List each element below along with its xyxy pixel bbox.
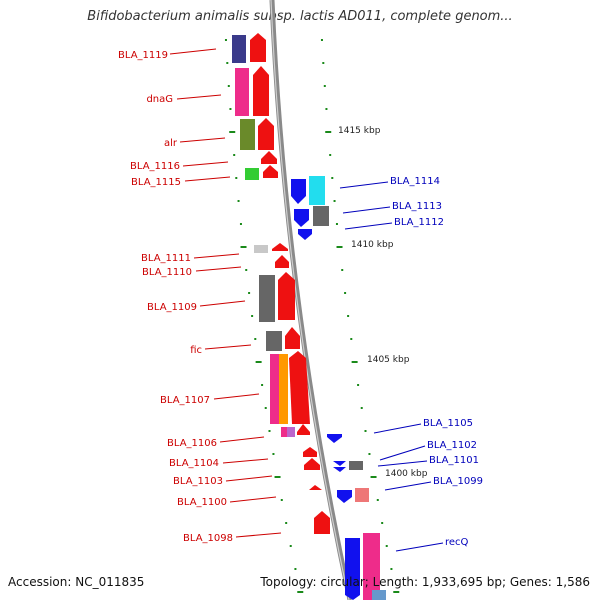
gene-arrow[interactable] xyxy=(304,458,320,470)
gene-arrow[interactable] xyxy=(258,118,274,150)
gene-arrow[interactable] xyxy=(261,151,277,164)
gene-shape[interactable] xyxy=(266,331,282,351)
gene-arrow[interactable] xyxy=(303,447,317,457)
gene-shape[interactable] xyxy=(232,35,246,63)
gene-label-dnag[interactable]: dnaG xyxy=(146,94,173,105)
gene-label-bla-1102[interactable]: BLA_1102 xyxy=(427,440,477,451)
gene-label-bla-1115[interactable]: BLA_1115 xyxy=(131,177,181,188)
gene-shape[interactable] xyxy=(287,427,295,437)
gene-label-bla-1112[interactable]: BLA_1112 xyxy=(394,217,444,228)
gene-arrow[interactable] xyxy=(337,490,352,503)
gene-arrow[interactable] xyxy=(272,243,288,251)
gene-label-bla-1101[interactable]: BLA_1101 xyxy=(429,455,479,466)
gene-arrow[interactable] xyxy=(309,485,322,490)
gene-label-alr[interactable]: alr xyxy=(164,138,178,149)
gene-arrow[interactable] xyxy=(289,351,310,424)
left-strand-genes xyxy=(232,33,330,534)
genome-backbone-highlight xyxy=(270,0,350,600)
scale-label-1400: 1400 kbp xyxy=(385,469,428,479)
gene-label-bla-1098[interactable]: BLA_1098 xyxy=(183,533,233,544)
gene-label-fic[interactable]: fic xyxy=(190,345,202,356)
gene-arrow[interactable] xyxy=(327,434,342,443)
gene-label-bla-1099[interactable]: BLA_1099 xyxy=(433,476,483,487)
leader-lines xyxy=(169,48,444,552)
gene-label-bla-1111[interactable]: BLA_1111 xyxy=(141,253,191,264)
gene-arrow[interactable] xyxy=(333,467,346,472)
gene-label-bla-1107[interactable]: BLA_1107 xyxy=(160,395,210,406)
gene-shape[interactable] xyxy=(355,488,369,502)
gene-arrow[interactable] xyxy=(250,33,266,62)
scale-ticks xyxy=(224,39,400,593)
gene-arrow[interactable] xyxy=(263,165,278,178)
scale-label-1410: 1410 kbp xyxy=(351,240,394,250)
gene-shape[interactable] xyxy=(270,354,280,424)
gene-label-bla-1100[interactable]: BLA_1100 xyxy=(177,497,227,508)
gene-shape[interactable] xyxy=(254,245,268,253)
scale-label-1415: 1415 kbp xyxy=(338,126,381,136)
gene-shape[interactable] xyxy=(259,275,275,322)
gene-label-recq[interactable]: recQ xyxy=(445,537,469,548)
gene-arrow[interactable] xyxy=(291,179,306,204)
gene-shape[interactable] xyxy=(313,206,329,226)
gene-arrow[interactable] xyxy=(333,461,346,466)
gene-arrow[interactable] xyxy=(345,538,360,600)
topology-summary: Topology: circular; Length: 1,933,695 bp… xyxy=(260,575,590,589)
gene-arrow[interactable] xyxy=(294,209,309,227)
map-title: Bifidobacterium animalis subsp. lactis A… xyxy=(87,9,513,24)
gene-arrow[interactable] xyxy=(298,229,312,240)
gene-shape[interactable] xyxy=(309,176,325,205)
gene-arrow[interactable] xyxy=(278,272,295,320)
gene-label-bla-1106[interactable]: BLA_1106 xyxy=(167,438,217,449)
gene-label-bla-1110[interactable]: BLA_1110 xyxy=(142,267,192,278)
gene-shape[interactable] xyxy=(279,354,288,424)
accession-text: Accession: NC_011835 xyxy=(8,575,145,589)
gene-shape[interactable] xyxy=(349,461,363,470)
gene-shape[interactable] xyxy=(240,119,255,150)
gene-label-bla-1116[interactable]: BLA_1116 xyxy=(130,161,180,172)
gene-arrow[interactable] xyxy=(253,66,269,116)
gene-arrow[interactable] xyxy=(314,511,330,534)
gene-label-bla-1114[interactable]: BLA_1114 xyxy=(390,176,440,187)
right-strand-genes xyxy=(291,176,386,600)
gene-label-bla-1109[interactable]: BLA_1109 xyxy=(147,302,197,313)
left-gene-labels: BLA_1119 dnaG alr BLA_1116 BLA_1115 BLA_… xyxy=(118,50,233,544)
gene-label-bla-1104[interactable]: BLA_1104 xyxy=(169,458,219,469)
gene-shape[interactable] xyxy=(235,68,249,116)
gene-shape[interactable] xyxy=(372,590,386,600)
genome-backbone xyxy=(269,0,353,600)
gene-arrow[interactable] xyxy=(297,424,310,435)
gene-label-bla-1119[interactable]: BLA_1119 xyxy=(118,50,168,61)
gene-label-bla-1103[interactable]: BLA_1103 xyxy=(173,476,223,487)
gene-label-bla-1105[interactable]: BLA_1105 xyxy=(423,418,473,429)
gene-arrow[interactable] xyxy=(275,255,289,268)
gene-shape[interactable] xyxy=(363,533,380,600)
gene-arrow[interactable] xyxy=(285,327,300,349)
gene-label-bla-1113[interactable]: BLA_1113 xyxy=(392,201,442,212)
right-gene-labels: BLA_1114 BLA_1113 BLA_1112 BLA_1105 BLA_… xyxy=(390,176,483,548)
scale-label-1405: 1405 kbp xyxy=(367,355,410,365)
gene-shape[interactable] xyxy=(245,168,259,180)
gene-shape[interactable] xyxy=(281,427,287,437)
